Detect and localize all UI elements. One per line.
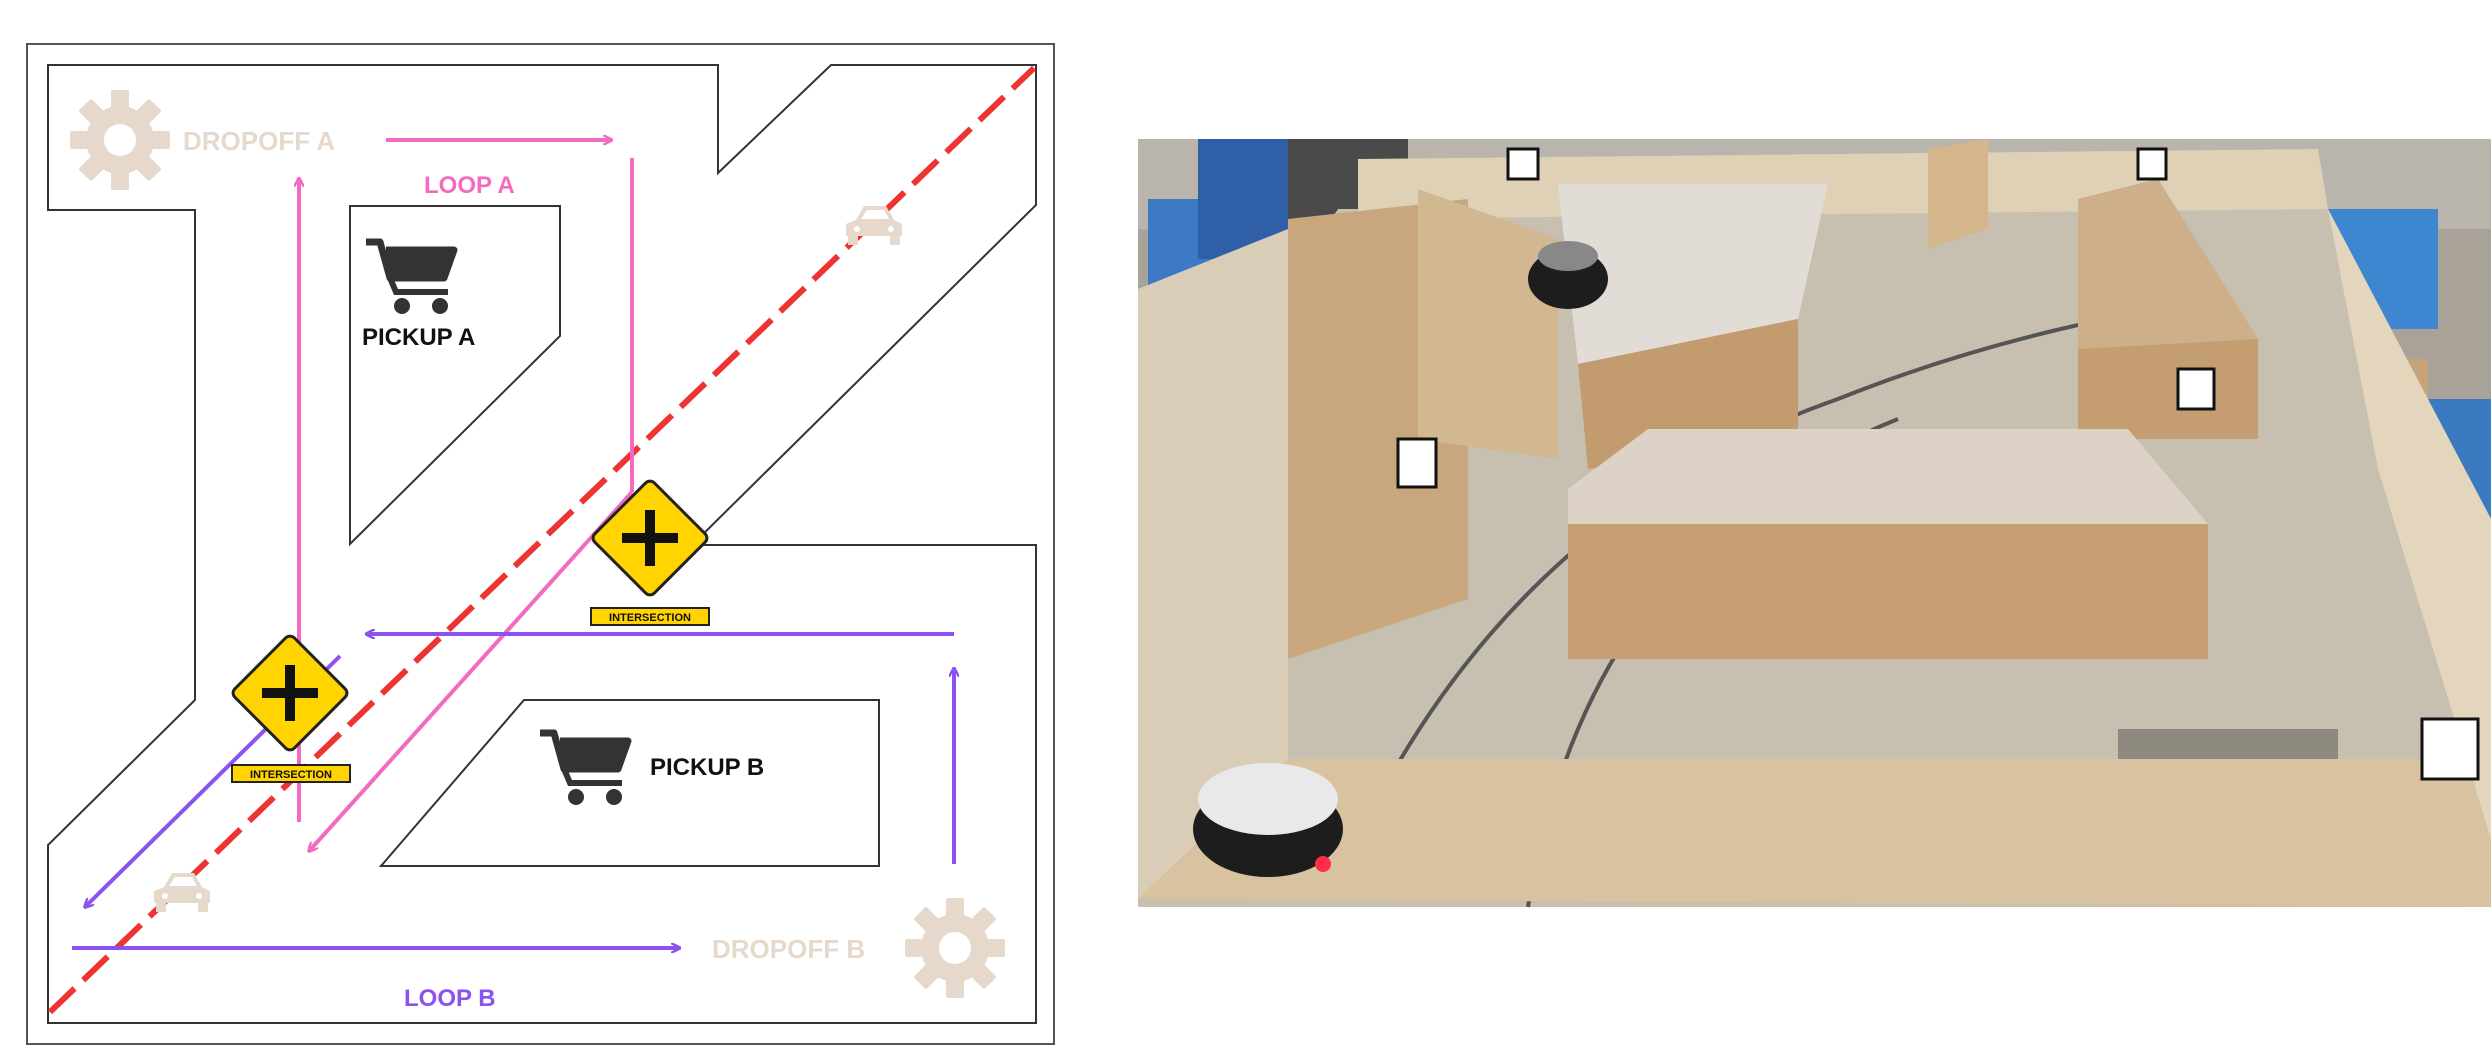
wall-panel	[1358, 149, 2328, 219]
wall-panel	[1568, 429, 2208, 524]
wall-panel	[1418, 189, 1558, 459]
aruco-marker-icon	[1506, 147, 1540, 181]
wall-panel	[1138, 759, 2491, 907]
wall-panel	[1568, 524, 2208, 659]
loop-a-label: LOOP A	[424, 172, 515, 199]
intersection-label: INTERSECTION	[609, 612, 691, 624]
intersection-label: INTERSECTION	[250, 769, 332, 781]
aruco-marker-icon	[2420, 717, 2480, 781]
wall-panel	[2328, 209, 2491, 839]
robot-icon	[1528, 241, 1608, 309]
island-pickup-b	[378, 699, 880, 867]
pickup-b-label: PICKUP B	[650, 754, 764, 781]
aruco-marker-icon	[2176, 367, 2216, 411]
aruco-marker-icon	[1396, 437, 1438, 489]
dropoff-b-label: DROPOFF B	[712, 934, 865, 964]
wall-panel	[1558, 184, 1828, 364]
outer-track-boundary	[47, 64, 1037, 1024]
island-pickup-a	[349, 205, 561, 547]
wall-panel	[1928, 139, 1988, 249]
robot-icon	[1193, 763, 1343, 877]
loop-b-label: LOOP B	[404, 985, 496, 1012]
dropoff-a-label: DROPOFF A	[183, 126, 335, 156]
pickup-a-label: PICKUP A	[362, 324, 475, 351]
wall-panel	[2078, 179, 2258, 349]
wall-panel	[1138, 229, 1288, 899]
track-map-diagram: DROPOFF A DROPOFF B PICKUP A PICKUP B LO…	[26, 43, 1055, 1045]
aruco-marker-icon	[2136, 147, 2168, 181]
wall-panel	[2078, 339, 2258, 439]
